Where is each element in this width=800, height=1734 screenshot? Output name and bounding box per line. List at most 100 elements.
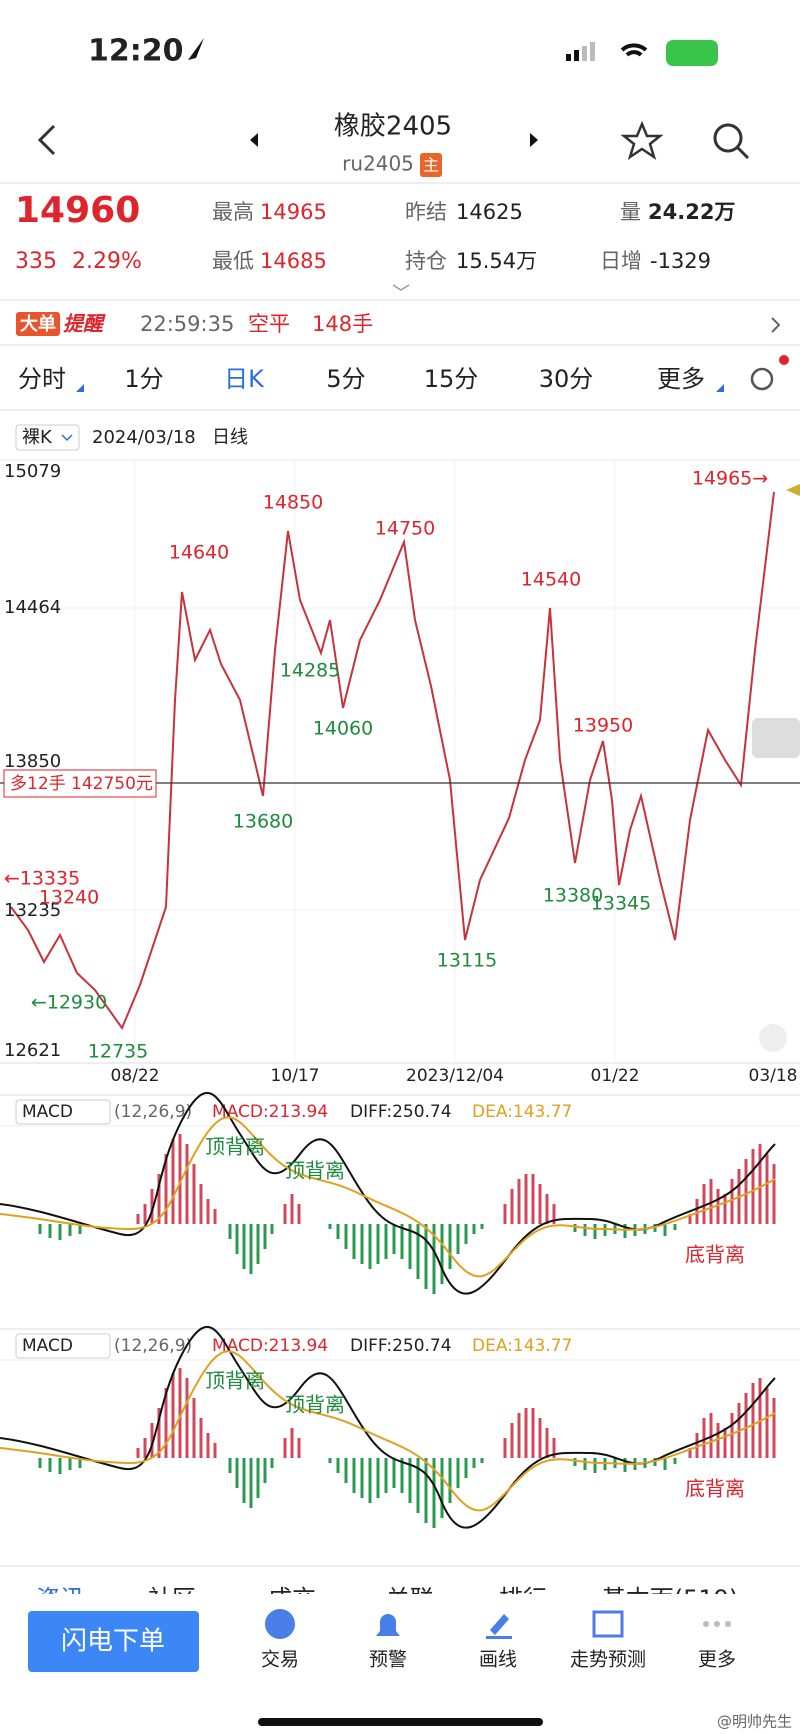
main-badge: 主 (423, 156, 439, 175)
chart-date: 2024/03/18 (92, 427, 196, 448)
clock: 12:20 (88, 34, 184, 69)
tab[interactable]: 日K (224, 365, 265, 393)
position: 多12手 142750元 (10, 774, 153, 794)
price-annotation: 13680 (233, 811, 293, 833)
label: 昨结 (405, 200, 447, 224)
indicator-select[interactable] (15, 1099, 111, 1125)
divergence-note: 底背离 (685, 1243, 745, 1267)
alert-tag: 大单 (20, 313, 56, 335)
alert-size: 148手 (312, 312, 373, 336)
favorite-button[interactable] (620, 120, 664, 160)
expand-icon[interactable] (392, 284, 410, 291)
alert-time: 22:59:35 (140, 312, 234, 336)
change: 335 (15, 249, 57, 274)
divergence-note: 顶背离 (205, 1369, 265, 1393)
dropdown (61, 434, 73, 442)
toolbar-item[interactable]: 预警 (369, 1649, 407, 1671)
main-badge-bg (420, 153, 442, 177)
y-axis-label: 13850 (4, 751, 61, 772)
chart-mode: 裸K (22, 427, 53, 448)
macd-value: MACD:213.94 (212, 1336, 328, 1356)
prev-contract[interactable] (250, 133, 258, 147)
wifi-icon (620, 43, 648, 57)
price-annotation: 14285 (280, 660, 340, 682)
battery-icon (666, 40, 718, 66)
x-axis-label: 08/22 (111, 1066, 160, 1086)
price-annotation: 13345 (591, 893, 651, 915)
toolbar-item[interactable]: 画线 (479, 1649, 517, 1671)
grid (0, 460, 800, 1063)
tab[interactable]: 5分 (326, 365, 365, 393)
value: 24.22万 (648, 200, 735, 224)
flash-order: 闪电下单 (61, 1627, 165, 1657)
x-axis-label: 10/17 (271, 1066, 320, 1086)
alert-more[interactable] (771, 317, 781, 333)
side-handle[interactable] (752, 718, 800, 758)
toolbar-item[interactable]: 交易 (261, 1649, 299, 1671)
macd-value: MACD:213.94 (212, 1102, 328, 1122)
price-annotation: 14640 (169, 542, 229, 564)
tab[interactable]: 30分 (539, 365, 594, 393)
value: 14965 (260, 200, 327, 224)
value: 15.54万 (456, 249, 537, 273)
tab[interactable]: 更多 (657, 365, 705, 393)
watermark: @明帅先生 (717, 1713, 792, 1731)
label: 最低 (212, 249, 254, 273)
next-contract[interactable] (530, 133, 538, 147)
last-price: 14960 (15, 190, 140, 231)
x-axis-label: 03/18 (749, 1066, 798, 1086)
tab[interactable]: 1分 (124, 365, 163, 393)
price-annotation: 13240 (39, 887, 99, 909)
price-line (10, 491, 775, 1031)
x-axis-label: 01/22 (591, 1066, 640, 1086)
toolbar-item[interactable]: 走势预测 (570, 1649, 646, 1671)
price-annotation: 13380 (543, 885, 603, 907)
tab[interactable]: 15分 (424, 365, 479, 393)
price-marker (786, 484, 800, 496)
position-box (3, 769, 157, 798)
settings-button[interactable] (750, 367, 774, 391)
dea-value: DEA:143.77 (472, 1102, 572, 1122)
indicator-name: MACD (22, 1336, 73, 1356)
badge-dot (779, 355, 789, 365)
dropdown-marks (76, 384, 724, 392)
y-axis-label: 12621 (4, 1040, 61, 1061)
divergence-note: 顶背离 (205, 1135, 265, 1159)
indicator-select[interactable] (15, 1333, 111, 1359)
fullscreen-button[interactable] (759, 1024, 787, 1052)
alert-label: 提醒 (63, 312, 106, 336)
flash-order-button[interactable] (28, 1611, 199, 1672)
chart-period: 日线 (212, 427, 248, 448)
macd-plot (0, 1325, 777, 1530)
y-axis-label: 13235 (4, 900, 61, 921)
price-annotation: 14965→ (692, 468, 768, 490)
price-annotation: 14060 (313, 718, 373, 740)
price-annotation: 13115 (437, 950, 497, 972)
signal-icon (566, 42, 595, 61)
label: 最高 (212, 200, 254, 224)
dea-value: DEA:143.77 (472, 1336, 572, 1356)
toolbar-icons (265, 1609, 731, 1639)
alert-action: 空平 (248, 312, 290, 336)
macd-plot (0, 1091, 777, 1296)
price-annotation: 14750 (375, 518, 435, 540)
price-annotation: ←12930 (31, 992, 107, 1014)
back-button[interactable] (37, 124, 56, 156)
indicator-name: MACD (22, 1102, 73, 1122)
tab[interactable]: 分时 (18, 365, 66, 393)
diff-value: DIFF:250.74 (350, 1336, 452, 1356)
contract-code: ru2405 (342, 152, 414, 176)
y-axis-label: 15079 (4, 461, 61, 482)
price-annotation: ←13335 (4, 868, 80, 890)
x-axis-label: 2023/12/04 (406, 1066, 504, 1086)
search-button[interactable] (713, 123, 750, 160)
price-annotation: 14850 (263, 492, 323, 514)
mode-select[interactable] (15, 424, 80, 451)
value: -1329 (650, 249, 711, 273)
toolbar-item[interactable]: 更多 (698, 1649, 736, 1671)
location-icon (188, 38, 204, 60)
divergence-note: 底背离 (685, 1477, 745, 1501)
indicator-params: (12,26,9) (114, 1336, 192, 1356)
change-pct: 2.29% (72, 249, 142, 274)
